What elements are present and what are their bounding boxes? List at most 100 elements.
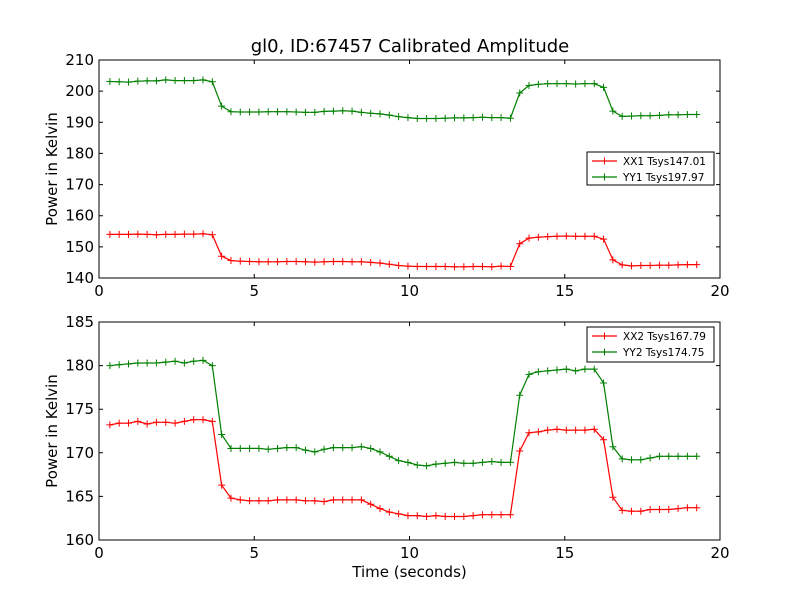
bottom-series-yy2-point [171,357,179,365]
top-series-xx1-point [693,261,701,269]
bottom-series-yy2-point [106,362,114,370]
bottom-legend-marker [601,332,608,340]
top-series-yy1-point [655,111,663,119]
top-series-xx1-point [246,257,254,265]
top-y-tick-label: 150 [65,238,94,256]
bottom-series-xx2-point [488,511,496,519]
bottom-series-xx2-point [376,505,384,513]
top-series-xx1-point [553,232,561,240]
top-series-yy1-point [106,77,114,85]
bottom-series-yy2-point [655,452,663,460]
top-series-yy1-point [134,77,142,85]
bottom-y-tick-label: 175 [65,400,94,418]
top-series-xx1-point [385,260,393,268]
top-x-tick-label: 20 [710,282,729,300]
bottom-series-xx2-point [227,494,235,502]
bottom-series-xx2-point [162,418,170,426]
top-series-yy1-point [460,114,468,122]
bottom-series-yy2-point [637,456,645,464]
top-series-yy1-point [553,80,561,88]
bottom-series-xx2-point [218,481,226,489]
top-series-yy1-point [562,80,570,88]
bottom-series-xx2-point [115,419,123,427]
top-series-yy1-point [618,112,626,120]
top-y-tick-label: 180 [65,144,94,162]
bottom-series-yy2-point [562,365,570,373]
bottom-series-yy2-point [264,445,272,453]
top-series-yy1-point [311,108,319,116]
bottom-series-yy2-point [683,452,691,460]
bottom-series-xx2-point [609,493,617,501]
top-series-xx1-point [143,230,151,238]
bottom-series-xx2-point [208,417,216,425]
bottom-series-yy2-point [283,444,291,452]
top-y-tick-label: 190 [65,113,94,131]
top-series-xx1-point [404,262,412,270]
top-series-xx1-point [152,231,160,239]
bottom-series-xx2-point [562,426,570,434]
bottom-series-xx2-point [385,508,393,516]
bottom-legend: XX2 Tsys167.79 YY2 Tsys174.75 [586,326,715,363]
top-legend-label: XX1 Tsys147.01 [623,156,706,168]
bottom-series-yy2-point [292,444,300,452]
top-series-yy1-point [413,115,421,123]
bottom-series-xx2-point [171,419,179,427]
top-series-yy1-point [329,107,337,115]
bottom-series-xx2-point [451,512,459,520]
top-series-xx1-point [600,235,608,243]
top-series-xx1-point [218,252,226,260]
bottom-series-xx2-point [525,429,533,437]
bottom-series-yy2-point [478,458,486,466]
bottom-series-yy2-point [665,452,673,460]
bottom-series-yy2-point [460,459,468,467]
bottom-series-xx2-point [497,511,505,519]
top-series-xx1-point [572,232,580,240]
bottom-series-yy2-point [441,459,449,467]
bottom-series-yy2-point [190,357,198,365]
top-x-tick-label: 0 [94,282,104,300]
top-legend: XX1 Tsys147.01 YY1 Tsys197.97 [586,151,715,186]
bottom-series-yy2-point [525,370,533,378]
top-series-xx1-point [208,231,216,239]
bottom-series-xx2-point [311,497,319,505]
top-series-xx1-point [236,257,244,265]
bottom-series-xx2-point [590,425,598,433]
top-series-xx1-point [115,230,123,238]
bottom-series-xx2-point [618,506,626,514]
top-series-yy1-point [124,78,132,86]
bottom-series-yy2-point [432,460,440,468]
top-series-xx1-point [469,262,477,270]
top-series-yy1-point [395,113,403,121]
top-series-yy1-point [525,82,533,90]
top-series-xx1-point [674,261,682,269]
bottom-series-yy2-point [367,444,375,452]
top-y-tick-label: 200 [65,82,94,100]
top-series-yy1-point [432,115,440,123]
bottom-legend-label: YY2 Tsys174.75 [622,347,704,359]
top-series-yy1-point [292,108,300,116]
top-series-yy1-point [376,110,384,118]
top-y-tick-label: 160 [65,207,94,225]
top-series-xx1-point [395,262,403,270]
top-series-xx1-point [534,233,542,241]
top-series-yy1-point [171,77,179,85]
top-series-yy1-point [404,114,412,122]
bottom-series-xx2-point [544,426,552,434]
bottom-series-xx2-point [628,507,636,515]
bottom-series-yy2-point [339,444,347,452]
top-series-xx1-point [106,230,114,238]
bottom-series-xx2-point [292,496,300,504]
top-x-tick-label: 5 [249,282,259,300]
top-plot-panel: 0 5 10 15 20 140 150 160 170 180 190 200 210 Power in… [43,51,730,300]
bottom-series-xx2-point [199,416,207,424]
top-series-yy1-point [208,78,216,86]
top-series-xx1-point [488,263,496,271]
top-series-yy1-point [478,113,486,121]
bottom-series-xx2-point [395,510,403,518]
top-series-xx1-point [162,230,170,238]
top-series-xx1-point [683,261,691,269]
bottom-series-xx2-point [134,417,142,425]
bottom-series-xx2-point [301,497,309,505]
bottom-series-yy2-point [329,444,337,452]
